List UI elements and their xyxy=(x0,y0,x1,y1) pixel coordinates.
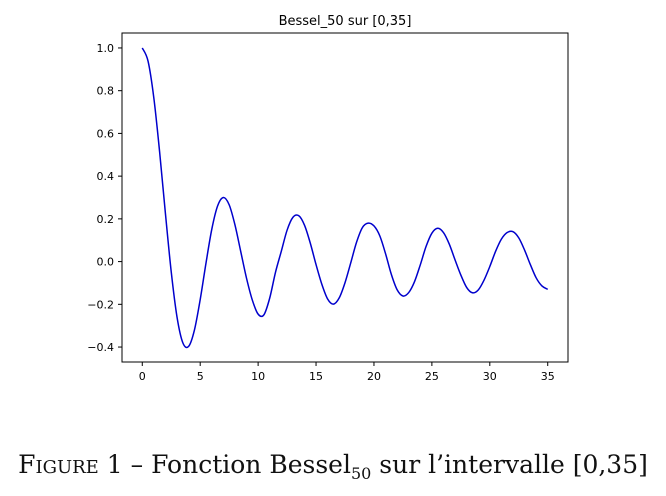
x-tick-label: 35 xyxy=(541,370,555,383)
chart: Bessel_50 sur [0,35] −0.4 −0.2 0.0 0.2 0.4 0.… xyxy=(87,14,569,383)
y-tick-label: −0.4 xyxy=(87,341,114,354)
y-tick-label: 0.2 xyxy=(97,213,115,226)
caption-figure-label: Figure 1 xyxy=(18,450,123,479)
y-tick-label: 0.8 xyxy=(97,85,115,98)
x-tick-label: 10 xyxy=(251,370,265,383)
plot-area xyxy=(141,47,549,349)
caption-text: Fonction Bessel xyxy=(151,450,351,479)
y-tick-label: −0.2 xyxy=(87,298,114,311)
caption-separator: – xyxy=(130,450,144,479)
axes-frame xyxy=(121,32,569,363)
x-axis: 0 5 10 15 20 25 30 35 xyxy=(139,362,555,383)
y-axis: −0.4 −0.2 0.0 0.2 0.4 0.6 0.8 1.0 xyxy=(87,42,122,354)
y-tick-label: 0.6 xyxy=(97,127,115,140)
caption-text-after: sur l’intervalle [0,35] xyxy=(379,450,648,479)
chart-title: Bessel_50 sur [0,35] xyxy=(279,14,412,29)
x-tick-label: 5 xyxy=(197,370,204,383)
x-tick-label: 0 xyxy=(139,370,146,383)
x-tick-label: 20 xyxy=(367,370,381,383)
figure-caption: Figure 1 – Fonction Bessel50 sur l’inter… xyxy=(0,450,666,482)
x-tick-label: 15 xyxy=(309,370,323,383)
y-tick-label: 0.4 xyxy=(97,170,115,183)
x-tick-label: 25 xyxy=(425,370,439,383)
y-tick-label: 1.0 xyxy=(97,42,115,55)
y-tick-label: 0.0 xyxy=(97,256,115,269)
series-line xyxy=(141,47,549,349)
caption-subscript: 50 xyxy=(350,464,372,483)
x-tick-label: 30 xyxy=(483,370,497,383)
